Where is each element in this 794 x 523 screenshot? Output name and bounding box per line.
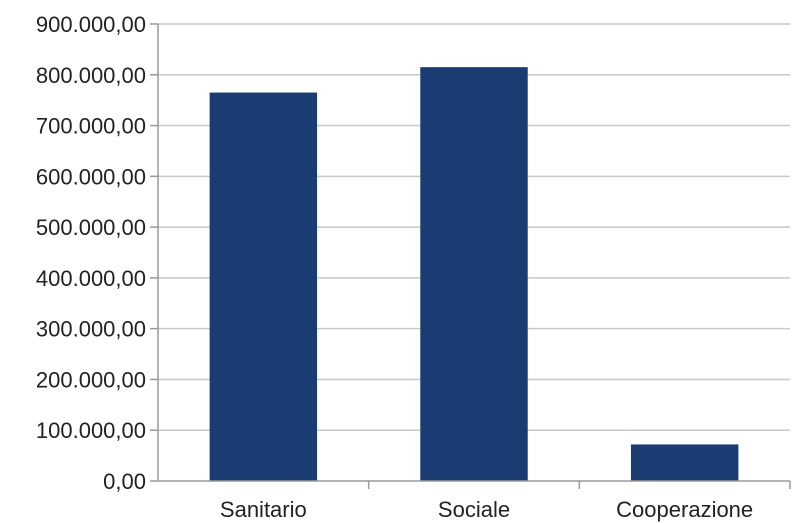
y-tick-label: 200.000,00	[36, 367, 146, 392]
y-tick-label: 0,00	[103, 469, 146, 494]
bar-layer	[209, 67, 739, 482]
x-category-label: Cooperazione	[616, 497, 753, 522]
x-category-label: Sociale	[438, 497, 510, 522]
y-tick-label: 400.000,00	[36, 266, 146, 291]
y-tick-label: 600.000,00	[36, 164, 146, 189]
y-tick-label: 800.000,00	[36, 63, 146, 88]
label-layer: 0,00 100.000,00 200.000,00 300.000,00 400.00…	[36, 12, 753, 522]
axis-layer	[150, 23, 791, 489]
y-tick-label: 900.000,00	[36, 12, 146, 37]
bar-sociale	[420, 67, 528, 482]
bar-sanitario	[209, 92, 318, 482]
x-category-label: Sanitario	[220, 497, 307, 522]
y-tick-label: 300.000,00	[36, 317, 146, 342]
bar-cooperazione	[630, 444, 739, 481]
y-tick-label: 100.000,00	[36, 418, 146, 443]
y-tick-label: 500.000,00	[36, 215, 146, 240]
y-tick-label: 700.000,00	[36, 114, 146, 139]
